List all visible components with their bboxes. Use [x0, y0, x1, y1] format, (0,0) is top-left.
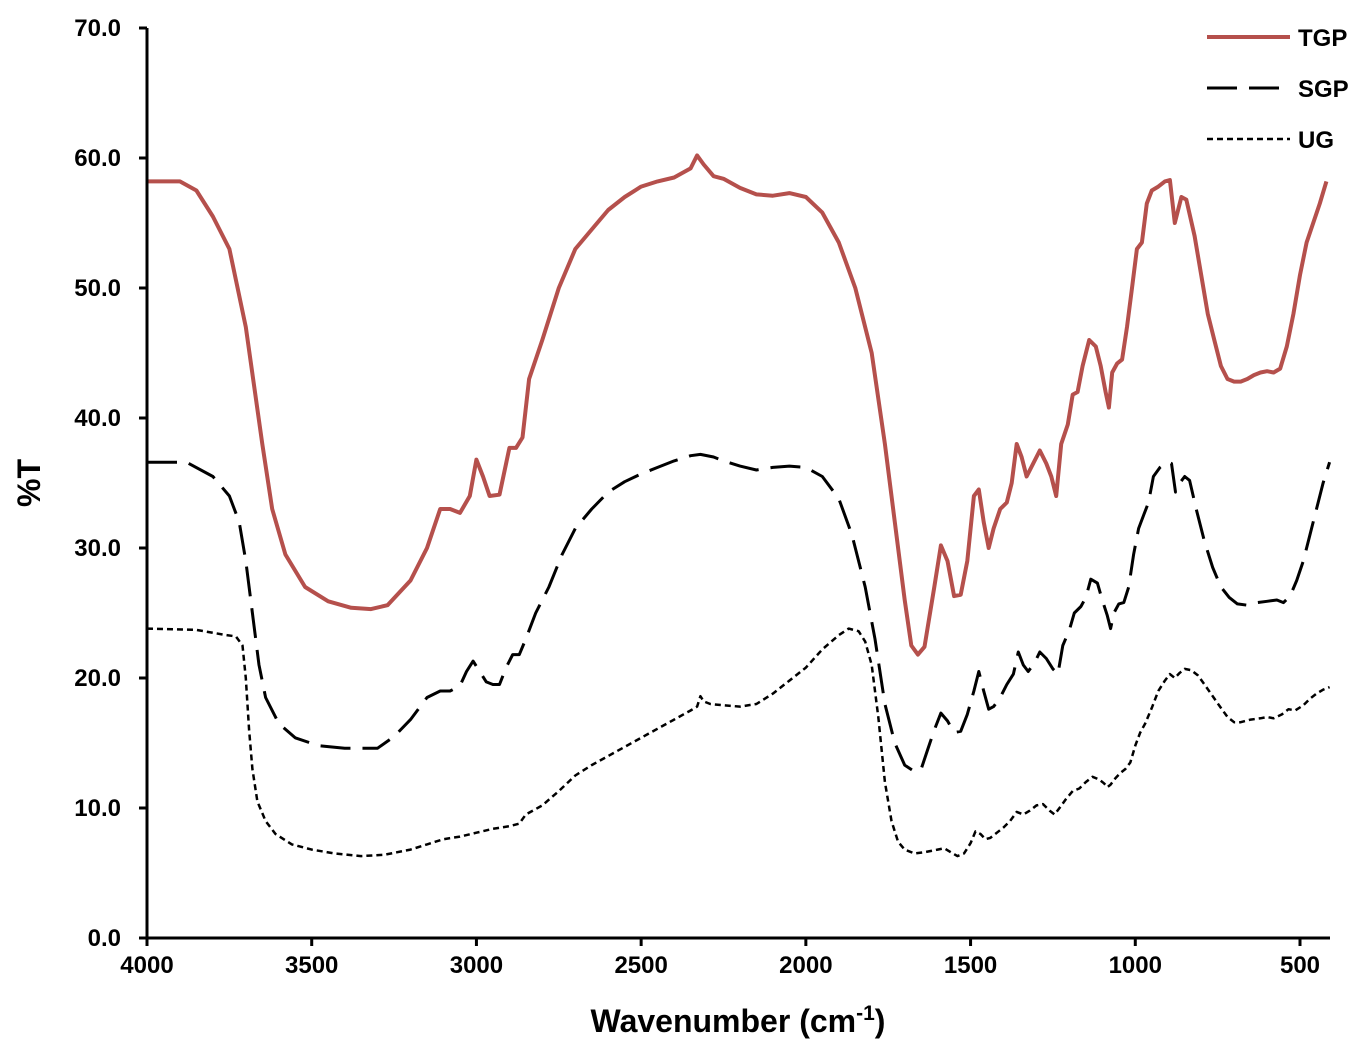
- series-line-sgp: [147, 452, 1332, 774]
- x-tick-label: 2500: [614, 952, 667, 979]
- y-tick-label: 50.0: [74, 275, 121, 302]
- series-lines: [146, 153, 1332, 858]
- y-tick-label: 20.0: [74, 665, 121, 692]
- y-tick-label: 60.0: [74, 145, 121, 172]
- axes: [145, 28, 1330, 940]
- x-tick-label: 1500: [944, 952, 997, 979]
- y-tick-label: 10.0: [74, 795, 121, 822]
- series-line-tgp: [147, 153, 1329, 657]
- legend-label-ug: UG: [1298, 127, 1334, 154]
- y-tick-label: 40.0: [74, 405, 121, 432]
- y-ticks: 0.0 10.0 20.0 30.0 40.0 50.0 60.0 70.0: [74, 15, 147, 952]
- x-tick-label: 3500: [285, 952, 338, 979]
- x-tick-label: 500: [1280, 952, 1320, 979]
- x-tick-label: 3000: [450, 952, 503, 979]
- legend-label-tgp: TGP: [1298, 25, 1347, 52]
- x-axis-title-main: Wavenumber (cm: [591, 1003, 857, 1039]
- x-axis-title-close: ): [875, 1003, 886, 1039]
- y-tick-label: 30.0: [74, 535, 121, 562]
- x-axis-title: Wavenumber (cm-1): [591, 1002, 886, 1039]
- y-tick-label: 0.0: [88, 925, 121, 952]
- y-axis-title: %T: [11, 459, 47, 507]
- x-tick-label: 4000: [120, 952, 173, 979]
- legend-label-sgp: SGP: [1298, 76, 1349, 103]
- y-tick-label: 70.0: [74, 15, 121, 42]
- x-tick-label: 1000: [1109, 952, 1162, 979]
- x-axis-title-superscript: -1: [856, 1002, 875, 1025]
- legend: TGP SGP UG: [1207, 25, 1349, 154]
- x-ticks: 4000 3500 3000 2500 2000 1500 1000 500: [120, 938, 1320, 979]
- series-line-ug: [146, 627, 1331, 858]
- x-tick-label: 2000: [779, 952, 832, 979]
